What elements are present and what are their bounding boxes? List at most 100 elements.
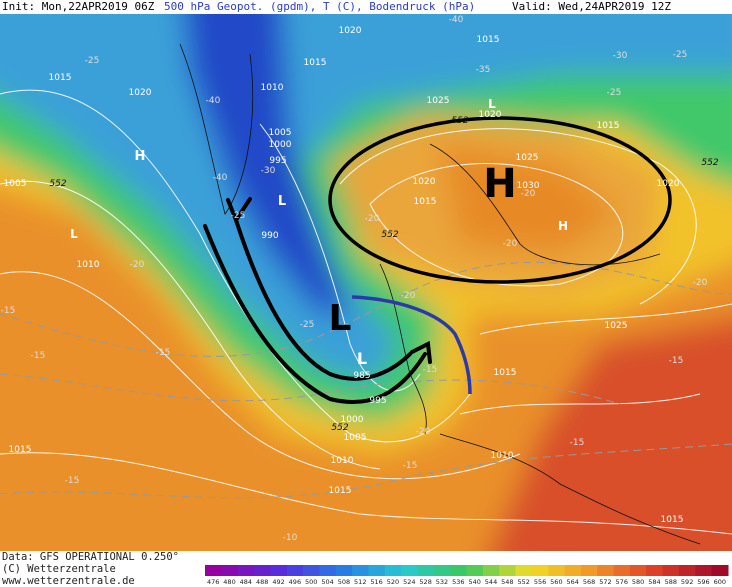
isobar-label: 1010 — [331, 456, 354, 466]
isotherm-label: -20 — [416, 427, 431, 437]
isobar-label: 1015 — [304, 58, 327, 68]
colorbar-label: 548 — [501, 578, 513, 586]
isotherm-label: -15 — [31, 351, 46, 361]
isotherm-label: -25 — [231, 211, 246, 221]
colorbar-swatch — [417, 565, 435, 576]
colorbar-swatch — [662, 565, 680, 576]
isotherm-label: -25 — [673, 50, 688, 60]
isobar-label: 990 — [261, 231, 278, 241]
height-label: 552 — [49, 179, 66, 189]
isotherm-label: -20 — [130, 260, 145, 270]
isotherm-label: -15 — [1, 306, 16, 316]
colorbar-label: 552 — [517, 578, 529, 586]
isobar-label: 995 — [269, 156, 286, 166]
isobar-label: 1015 — [661, 515, 684, 525]
isobar-label: 1005 — [344, 433, 367, 443]
flow-arrows — [203, 197, 432, 404]
init-time: Init: Mon,22APR2019 06Z — [2, 0, 155, 13]
isotherm-label: -15 — [65, 476, 80, 486]
pressure-center: H — [483, 161, 516, 207]
isotherm-label: -40 — [206, 96, 221, 106]
colorbar-label: 488 — [256, 578, 268, 586]
isobar-label: 1015 — [9, 445, 32, 455]
colorbar-swatch — [646, 565, 664, 576]
colorbar-label: 512 — [354, 578, 366, 586]
pressure-center: L — [70, 227, 78, 241]
isobar-label: 1015 — [329, 486, 352, 496]
colorbar-swatch — [433, 565, 451, 576]
isobars — [0, 89, 732, 535]
pressure-center: H — [135, 149, 146, 164]
isobar-label: 1015 — [477, 35, 500, 45]
colorbar-swatch — [711, 565, 729, 576]
colorbar-label: 596 — [697, 578, 709, 586]
height-label: 552 — [381, 230, 398, 240]
legend: 476 480 484 488 492 496 500 504 508 512 516 520 524 5… — [205, 565, 729, 586]
colorbar-swatch — [286, 565, 304, 576]
colorbar-label: 480 — [223, 578, 235, 586]
isotherm-label: -15 — [570, 438, 585, 448]
isotherm-label: -30 — [261, 166, 276, 176]
colorbar-label: 592 — [681, 578, 693, 586]
isotherm-label: -25 — [300, 320, 315, 330]
colorbar-label: 532 — [436, 578, 448, 586]
colorbar-label: 520 — [387, 578, 399, 586]
isotherm-label: -15 — [403, 461, 418, 471]
isobar-label: 1000 — [269, 140, 292, 150]
colorbar-label: 576 — [616, 578, 628, 586]
isotherm-label: -15 — [423, 365, 438, 375]
colorbar-swatch — [270, 565, 288, 576]
colorbar-swatch — [335, 565, 353, 576]
colorbar-label: 600 — [714, 578, 726, 586]
colorbar-swatch — [482, 565, 500, 576]
colorbar-swatch — [515, 565, 533, 576]
isobar-label: 1020 — [657, 179, 680, 189]
colorbar-label: 568 — [583, 578, 595, 586]
isobar-label: 1015 — [414, 197, 437, 207]
isobar-label: 1010 — [491, 451, 514, 461]
colorbar-swatch — [401, 565, 418, 576]
colorbar-swatch — [450, 565, 467, 576]
colorbar-swatch — [629, 565, 647, 576]
colorbar-swatch — [303, 565, 320, 576]
colorbar-label: 536 — [452, 578, 464, 586]
colorbar-label: 524 — [403, 578, 415, 586]
colorbar-swatch — [466, 565, 484, 576]
copyright: (C) Wetterzentrale — [2, 563, 116, 575]
colorbar-swatch — [221, 565, 239, 576]
pressure-center: L — [488, 97, 496, 111]
isobar-label: 1020 — [413, 177, 436, 187]
colorbar-label: 572 — [599, 578, 611, 586]
colorbar-swatch — [531, 565, 549, 576]
isotherm-label: -35 — [476, 65, 491, 75]
isobar-label: 985 — [353, 371, 370, 381]
valid-time: Valid: Wed,24APR2019 12Z — [512, 0, 671, 13]
isotherm-label: -30 — [613, 51, 628, 61]
colorbar-label: 544 — [485, 578, 497, 586]
isotherm-label: -15 — [156, 348, 171, 358]
colorbar-label: 492 — [272, 578, 284, 586]
high-pressure-outline — [328, 116, 672, 284]
isobar-label: 1020 — [479, 110, 502, 120]
isobar-label: 1020 — [339, 26, 362, 36]
colorbar-swatch — [597, 565, 615, 576]
colorbar-swatch — [678, 565, 696, 576]
colorbar-swatch — [613, 565, 631, 576]
field-description: 500 hPa Geopot. (gpdm), T (C), Bodendruc… — [164, 0, 476, 13]
colorbar-swatch — [548, 565, 566, 576]
isobar-label: 1025 — [516, 153, 539, 163]
isobar-label: 1015 — [597, 121, 620, 131]
isobar-label: 1010 — [77, 260, 100, 270]
isobar-label: 1005 — [269, 128, 292, 138]
colorbar-label: 528 — [419, 578, 431, 586]
isotherm-label: -15 — [669, 356, 684, 366]
colorbar-swatch — [254, 565, 271, 576]
colorbar-swatch — [384, 565, 402, 576]
height-label: 552 — [701, 158, 718, 168]
temperature-field — [0, 14, 732, 551]
colorbar-label: 560 — [550, 578, 562, 586]
height-label: 552 — [331, 423, 348, 433]
colorbar-label: 584 — [648, 578, 660, 586]
colorbar-label: 564 — [567, 578, 579, 586]
isotherm-label: -25 — [85, 56, 100, 66]
